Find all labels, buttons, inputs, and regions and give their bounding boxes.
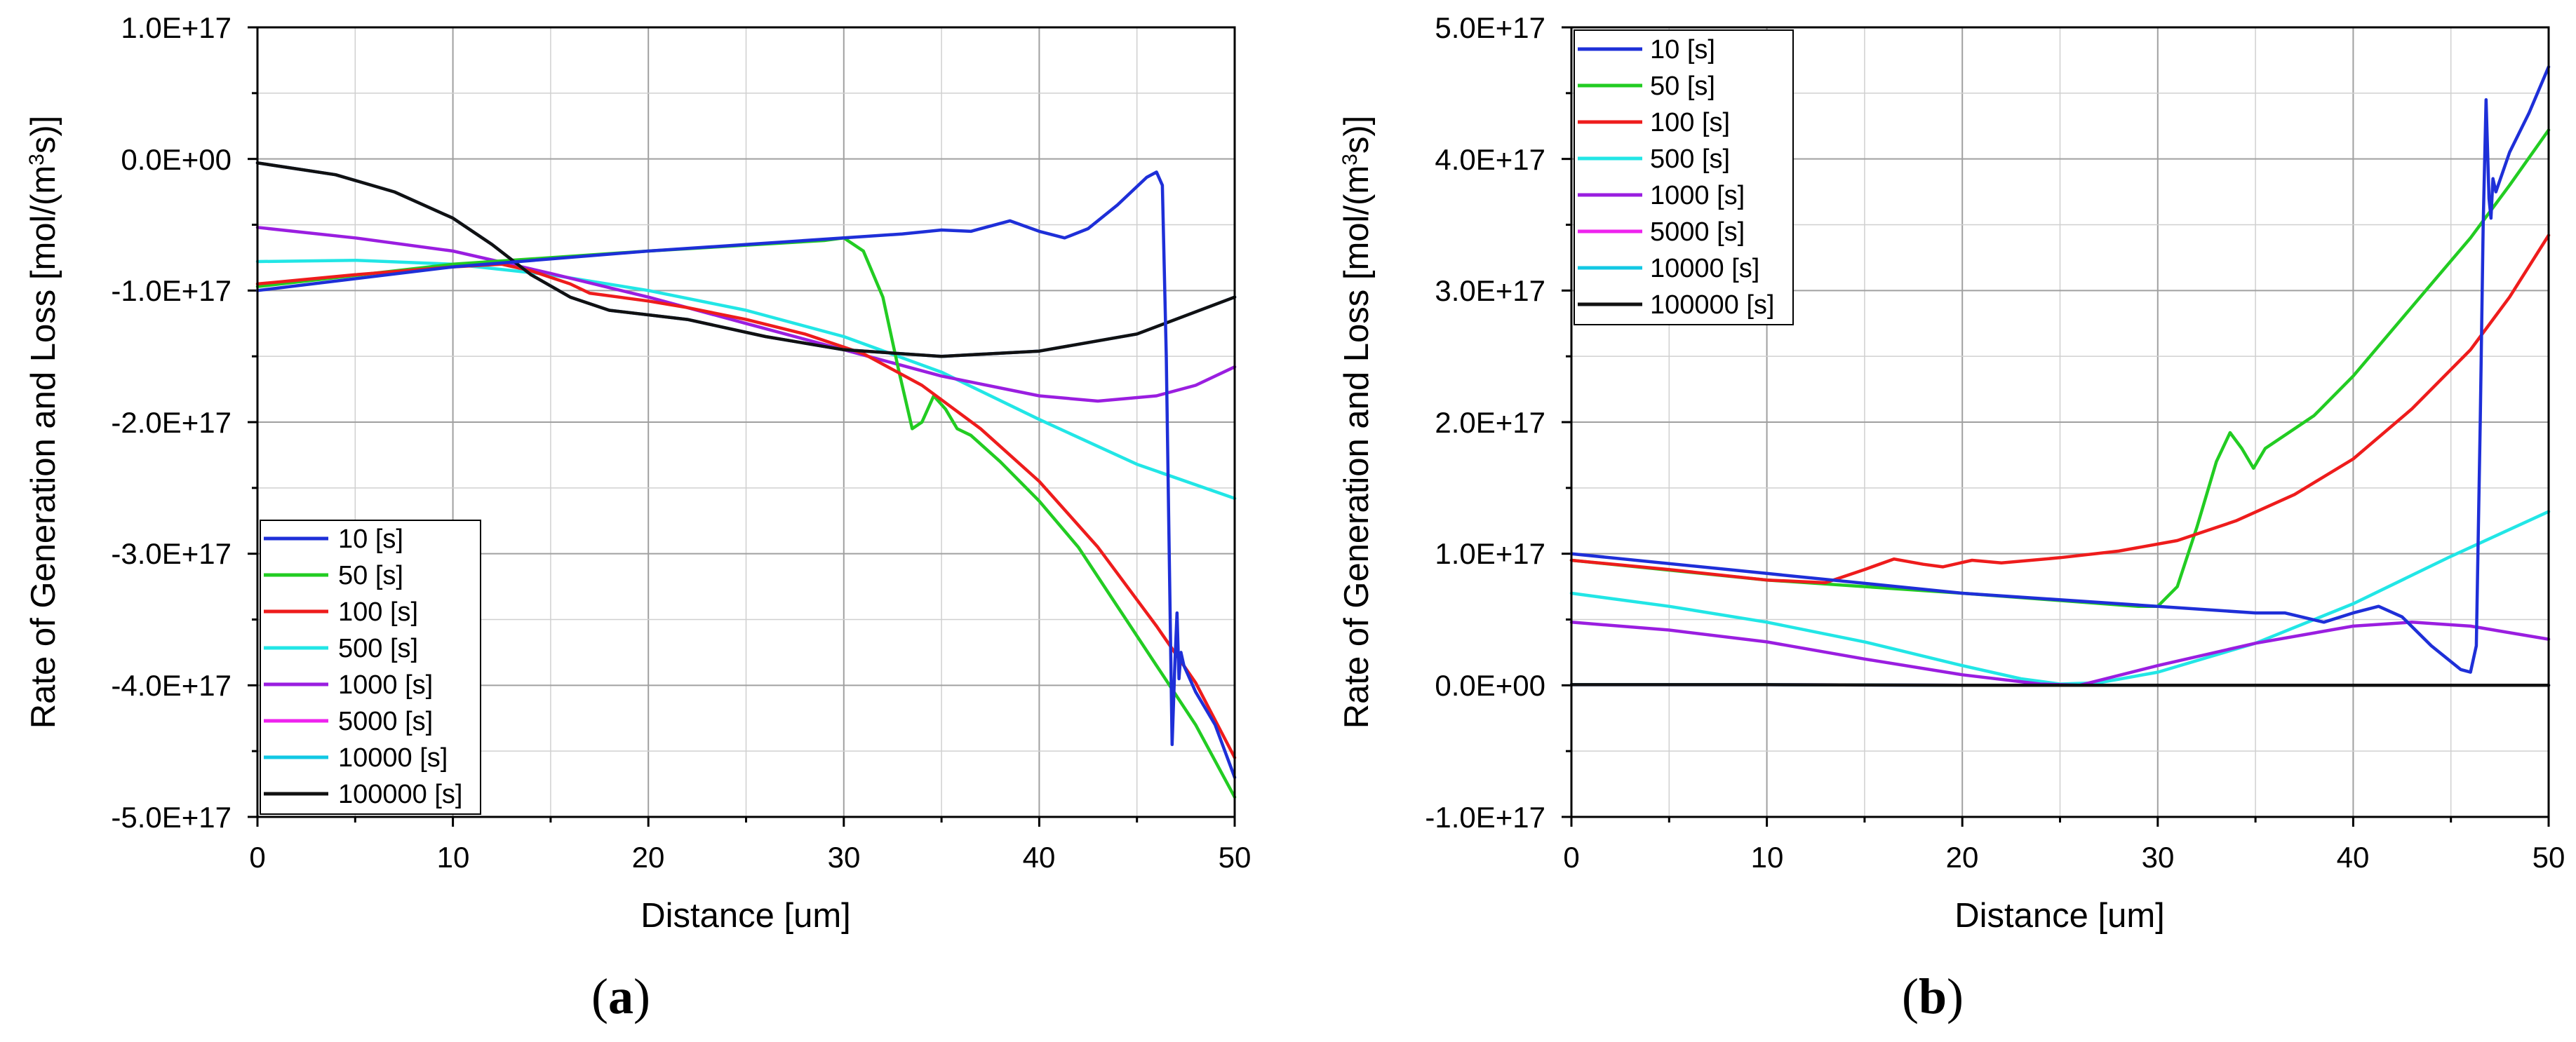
x-tick-label: 50 xyxy=(2533,841,2565,874)
series-line xyxy=(1569,683,2551,687)
legend-entry: 100 [s] xyxy=(1650,108,1730,137)
panel-a: 1.0E+17 0.0E+00 -1.0E+17 -2.0E+17 -3.0E+… xyxy=(25,11,1251,1024)
series-line xyxy=(255,258,1237,501)
y-tick-label: -1.0E+17 xyxy=(1425,801,1545,834)
y-tick-label: 0.0E+00 xyxy=(1435,669,1545,702)
panel-a-legend-box xyxy=(260,520,481,815)
series-line xyxy=(255,170,1237,779)
x-tick-label: 40 xyxy=(2337,841,2370,874)
panel-a-y-axis-label: Rate of Generation and Loss [mol/(m3s)] xyxy=(25,116,62,729)
y-tick-label: 1.0E+17 xyxy=(121,11,232,44)
x-tick-label: 30 xyxy=(2142,841,2175,874)
y-tick-label: 4.0E+17 xyxy=(1435,143,1545,176)
panel-b: 5.0E+17 4.0E+17 3.0E+17 2.0E+17 1.0E+17 … xyxy=(1338,11,2565,1024)
x-tick-label: 10 xyxy=(1751,841,1784,874)
legend-entry: 100000 [s] xyxy=(1650,290,1774,320)
legend-entry: 50 [s] xyxy=(338,561,403,590)
panel-a-series-lines xyxy=(255,161,1237,799)
x-tick-label: 20 xyxy=(1946,841,1979,874)
y-tick-label: -2.0E+17 xyxy=(111,406,232,439)
x-tick-label: 40 xyxy=(1023,841,1056,874)
series-line xyxy=(1569,65,2551,674)
legend-entry: 100 [s] xyxy=(338,597,418,627)
legend-entry: 10 [s] xyxy=(338,525,403,554)
panel-b-y-ticks: 5.0E+17 4.0E+17 3.0E+17 2.0E+17 1.0E+17 … xyxy=(1425,11,1545,834)
x-tick-label: 30 xyxy=(828,841,861,874)
y-tick-label: -3.0E+17 xyxy=(111,537,232,570)
legend-entry: 50 [s] xyxy=(1650,72,1715,101)
series-line xyxy=(255,262,1237,759)
panel-b-x-ticks: 0 10 20 30 40 50 xyxy=(1563,841,2565,874)
x-tick-label: 20 xyxy=(632,841,665,874)
x-tick-label: 0 xyxy=(249,841,265,874)
panel-b-series-lines xyxy=(1569,65,2551,687)
y-tick-label: -5.0E+17 xyxy=(111,801,232,834)
legend-entry: 10 [s] xyxy=(1650,35,1715,65)
y-tick-label: 0.0E+00 xyxy=(121,143,232,176)
y-tick-label: 5.0E+17 xyxy=(1435,11,1545,44)
x-tick-label: 0 xyxy=(1563,841,1579,874)
panel-a-x-ticks: 0 10 20 30 40 50 xyxy=(249,841,1251,874)
x-tick-label: 50 xyxy=(1219,841,1252,874)
y-tick-label: -1.0E+17 xyxy=(111,274,232,307)
legend-entry: 1000 [s] xyxy=(338,670,433,700)
panel-b-frame xyxy=(1570,26,2550,818)
panel-b-legend-swatches xyxy=(1578,47,1642,306)
panel-b-y-axis-label: Rate of Generation and Loss [mol/(m3s)] xyxy=(1338,116,1376,729)
panel-a-legend: 10 [s] 50 [s] 100 [s] 500 [s] 1000 [s] 5… xyxy=(260,520,481,815)
legend-entry: 500 [s] xyxy=(338,634,418,663)
panel-b-legend-box xyxy=(1574,29,1794,325)
panel-a-legend-swatches xyxy=(264,536,328,796)
panel-b-caption: (b) xyxy=(1902,968,1964,1024)
panel-a-x-axis-label: Distance [um] xyxy=(640,897,851,935)
x-tick-label: 10 xyxy=(437,841,470,874)
y-tick-label: -4.0E+17 xyxy=(111,669,232,702)
legend-entry: 10000 [s] xyxy=(1650,254,1759,283)
panel-b-x-axis-label: Distance [um] xyxy=(1954,897,2165,935)
panel-a-caption: (a) xyxy=(591,968,650,1024)
y-tick-label: 1.0E+17 xyxy=(1435,537,1545,570)
panel-a-y-ticks: 1.0E+17 0.0E+00 -1.0E+17 -2.0E+17 -3.0E+… xyxy=(111,11,232,834)
y-tick-label: 2.0E+17 xyxy=(1435,406,1545,439)
legend-entry: 500 [s] xyxy=(1650,144,1730,174)
panel-b-legend: 10 [s] 50 [s] 100 [s] 500 [s] 1000 [s] 5… xyxy=(1574,29,1794,325)
legend-entry: 10000 [s] xyxy=(338,743,448,773)
legend-entry: 5000 [s] xyxy=(1650,217,1745,247)
panel-a-frame xyxy=(256,26,1236,818)
legend-entry: 5000 [s] xyxy=(338,707,433,736)
series-line xyxy=(255,161,1237,358)
y-tick-label: 3.0E+17 xyxy=(1435,274,1545,307)
legend-entry: 1000 [s] xyxy=(1650,181,1745,210)
legend-entry: 100000 [s] xyxy=(338,780,462,809)
